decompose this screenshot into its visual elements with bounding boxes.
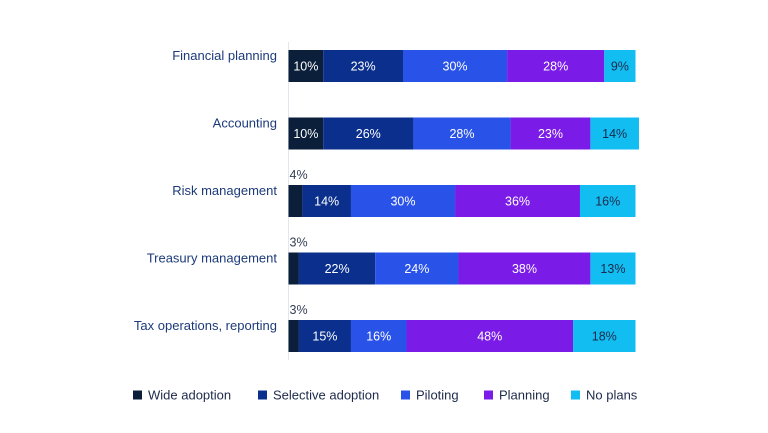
- legend-item-no-plans: No plans: [571, 388, 638, 403]
- labels-layer: Financial planning 10% 23% 30% 28% 9% Accounti…: [134, 48, 629, 344]
- legend-label-no-plans: No plans: [586, 388, 638, 403]
- legend-item-planning: Planning: [484, 388, 550, 403]
- data-label-treasury-management-no-plans: 13%: [600, 262, 625, 276]
- bar-segment-tax-operations-reporting-planning: [406, 320, 574, 352]
- category-label-accounting: Accounting: [213, 116, 277, 131]
- category-label-tax-operations-reporting: Tax operations, reporting: [134, 318, 277, 333]
- bar-segment-financial-planning-selective-adoption: [323, 50, 404, 82]
- bar-segment-tax-operations-reporting-no-plans: [573, 320, 636, 352]
- bar-segment-treasury-management-wide-adoption: [288, 252, 299, 285]
- data-label-treasury-management-selective-adoption: 22%: [325, 262, 350, 276]
- data-label-financial-planning-piloting: 30%: [443, 60, 468, 74]
- data-label-accounting-piloting: 28%: [449, 127, 474, 141]
- legend-swatch-selective-adoption: [258, 390, 267, 400]
- category-label-risk-management: Risk management: [172, 183, 277, 198]
- bar-segment-accounting-selective-adoption: [323, 117, 414, 150]
- legend: Wide adoption Selective adoption Piloting P…: [133, 388, 638, 403]
- legend-label-piloting: Piloting: [416, 388, 459, 403]
- bar-segment-treasury-management-no-plans: [590, 252, 636, 285]
- bar-segment-treasury-management-selective-adoption: [298, 252, 376, 285]
- legend-label-selective-adoption: Selective adoption: [273, 388, 379, 403]
- bars-layer: [288, 50, 639, 352]
- bar-segment-treasury-management-piloting: [375, 252, 459, 285]
- bar-segment-risk-management-piloting: [350, 185, 456, 217]
- data-label-risk-management-piloting: 30%: [390, 195, 415, 209]
- legend-label-planning: Planning: [499, 388, 550, 403]
- data-label-accounting-selective-adoption: 26%: [356, 127, 381, 141]
- legend-swatch-planning: [484, 390, 493, 400]
- legend-swatch-no-plans: [571, 390, 580, 400]
- bar-segment-financial-planning-planning: [507, 50, 605, 82]
- bar-segment-risk-management-selective-adoption: [302, 185, 351, 217]
- data-label-accounting-no-plans: 14%: [602, 127, 627, 141]
- bar-segment-treasury-management-planning: [458, 252, 591, 285]
- bar-segment-accounting-piloting: [413, 117, 511, 150]
- data-label-tax-operations-reporting-no-plans: 18%: [592, 330, 617, 344]
- bar-segment-risk-management-wide-adoption: [288, 185, 303, 217]
- bar-segment-tax-operations-reporting-piloting: [350, 320, 407, 352]
- bar-segment-risk-management-no-plans: [579, 185, 636, 217]
- bar-segment-financial-planning-piloting: [403, 50, 508, 82]
- bar-segment-accounting-no-plans: [590, 117, 639, 150]
- category-label-treasury-management: Treasury management: [147, 251, 278, 266]
- bar-segment-tax-operations-reporting-selective-adoption: [298, 320, 351, 352]
- bar-segment-accounting-wide-adoption: [288, 117, 324, 150]
- legend-item-piloting: Piloting: [401, 388, 459, 403]
- legend-label-wide-adoption: Wide adoption: [148, 388, 231, 403]
- data-label-financial-planning-planning: 28%: [543, 60, 568, 74]
- data-label-tax-operations-reporting-selective-adoption: 15%: [312, 330, 337, 344]
- bar-segment-financial-planning-no-plans: [604, 50, 636, 82]
- data-label-risk-management-wide-adoption: 4%: [290, 168, 308, 182]
- data-label-tax-operations-reporting-planning: 48%: [477, 330, 502, 344]
- data-label-accounting-planning: 23%: [538, 127, 563, 141]
- data-label-risk-management-selective-adoption: 14%: [314, 195, 339, 209]
- bar-segment-financial-planning-wide-adoption: [288, 50, 324, 82]
- data-label-treasury-management-planning: 38%: [512, 262, 537, 276]
- data-label-risk-management-no-plans: 16%: [595, 195, 620, 209]
- bar-segment-risk-management-planning: [455, 185, 580, 217]
- data-label-financial-planning-wide-adoption: 10%: [293, 60, 318, 74]
- category-label-financial-planning: Financial planning: [172, 48, 277, 63]
- data-label-tax-operations-reporting-piloting: 16%: [366, 330, 391, 344]
- bar-segment-tax-operations-reporting-wide-adoption: [288, 320, 299, 352]
- data-label-risk-management-planning: 36%: [505, 195, 530, 209]
- data-label-treasury-management-wide-adoption: 3%: [290, 236, 308, 250]
- legend-item-wide-adoption: Wide adoption: [133, 388, 231, 403]
- bar-segment-accounting-planning: [510, 117, 591, 150]
- legend-swatch-wide-adoption: [133, 390, 142, 400]
- legend-swatch-piloting: [401, 390, 410, 400]
- data-label-financial-planning-no-plans: 9%: [611, 60, 629, 74]
- data-label-accounting-wide-adoption: 10%: [293, 127, 318, 141]
- data-label-tax-operations-reporting-wide-adoption: 3%: [290, 303, 308, 317]
- data-label-financial-planning-selective-adoption: 23%: [351, 60, 376, 74]
- legend-item-selective-adoption: Selective adoption: [258, 388, 379, 403]
- data-label-treasury-management-piloting: 24%: [404, 262, 429, 276]
